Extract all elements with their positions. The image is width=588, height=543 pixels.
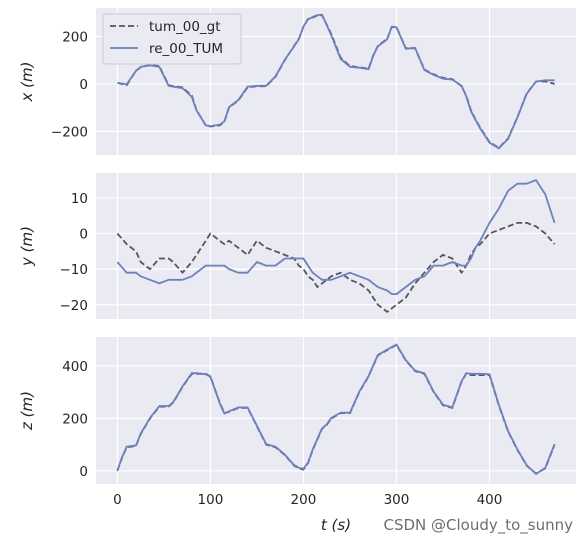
x-tick-label: 200 — [291, 492, 317, 508]
plot-area-z — [96, 337, 576, 484]
y-tick-label: 200 — [62, 411, 88, 427]
series-line-re_00_TUM — [116, 343, 556, 475]
x-tick-label: 300 — [384, 492, 410, 508]
x-tick-label: 100 — [198, 492, 224, 508]
y-tick-label: 10 — [71, 191, 88, 207]
y-axis-label-x: x (m) — [18, 62, 36, 103]
y-tick-label: 200 — [62, 29, 88, 45]
x-axis-label: t (s) — [321, 516, 351, 534]
subplot-x: −200 0 200 x (m) — [18, 8, 576, 155]
y-tick-label: 0 — [79, 227, 88, 243]
y-tick-label: 400 — [62, 359, 88, 375]
series-line-re_00_TUM — [117, 13, 555, 150]
legend-label-re_00_TUM: re_00_TUM — [149, 41, 223, 57]
x-tick-label: 400 — [477, 492, 503, 508]
y-tick-label: −200 — [51, 124, 88, 140]
plot-area-y — [96, 173, 576, 319]
y-axis-label-y: y (m) — [18, 226, 36, 267]
series-line-tum_00_gt — [116, 222, 556, 313]
y-tick-label: 0 — [79, 464, 88, 480]
legend: tum_00_gt re_00_TUM — [102, 13, 242, 65]
watermark: CSDN @Cloudy_to_sunny — [383, 516, 573, 535]
legend-label-tum_00_gt: tum_00_gt — [149, 19, 221, 35]
y-tick-label: −10 — [60, 262, 89, 278]
y-axis-label-z: z (m) — [18, 391, 36, 431]
x-tick-label: 0 — [113, 492, 122, 508]
series-line-re_00_TUM — [116, 179, 556, 295]
y-tick-label: 0 — [79, 77, 88, 93]
y-tick-label: −20 — [60, 298, 89, 314]
subplot-z: 0 200 400 z (m) 0 100 200 300 400 — [18, 337, 576, 508]
subplot-y: −20 −10 0 10 y (m) — [18, 173, 576, 319]
